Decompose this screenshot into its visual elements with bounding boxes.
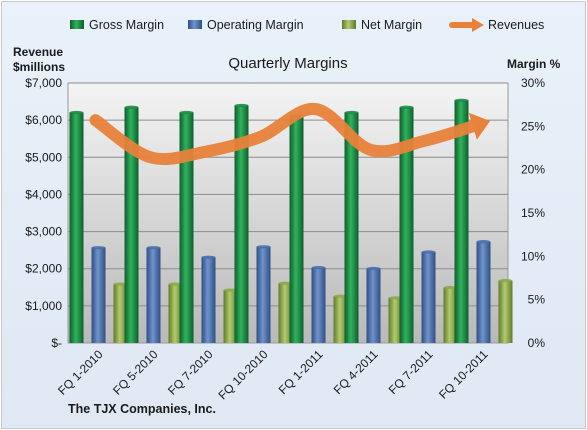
operating-margin-bar-cap [146,246,161,250]
net-margin-bar [443,287,458,343]
left-tick-label: $1,000 [25,299,62,313]
left-tick-label: $3,000 [25,225,62,239]
chart-title: Quarterly Margins [228,55,347,72]
operating-margin-bar-cap [311,266,326,270]
net-margin-bar-cap [168,282,183,286]
gross-margin-bar [289,115,304,343]
gross-margin-bar-cap [69,110,84,115]
revenue-line-group [89,102,491,166]
legend: Gross Margin Operating Margin Net Margin… [70,18,544,32]
operating-margin-bar-cap [476,240,491,244]
net-margin-bar [223,290,238,343]
net-margin-bar [168,284,183,343]
net-margin-bar [113,284,128,343]
net-margin-bar-cap [113,282,128,286]
left-tick-label: $4,000 [25,187,62,201]
right-tick-label: 10% [521,249,545,263]
gross-margin-bar [454,100,469,343]
operating-margin-bar [91,247,106,343]
operating-margin-bar-cap [366,266,381,271]
left-tick-label: $- [51,336,62,350]
x-axis-ticks: FQ 1-2010 FQ 5-2010 FQ 7-2010 FQ 10-2010 FQ … [55,347,491,402]
operating-margin-bar-cap [91,246,106,250]
gross-margin-bar-cap [454,98,469,102]
gross-margin-bar-cap [124,105,139,109]
gross-margin-bar [344,112,359,343]
x-tick-label: FQ 1-2010 [55,347,106,398]
x-tick-label: FQ 10-2010 [215,347,270,402]
gross-margin-bar [399,107,414,344]
gross-margin-bar-cap [234,103,249,108]
net-margin-bar [388,297,403,343]
left-axis-ticks: $- $1,000 $2,000 $3,000 $4,000 $5,000 $6,000 $7… [25,76,62,350]
left-axis-title-line1: Revenue [13,45,63,59]
right-axis-ticks: 0% 5% 10% 15% 20% 25% 30% [521,76,545,350]
operating-margin-bar-cap [201,255,216,259]
net-margin-bar-cap [278,281,293,285]
legend-label-revenues: Revenues [488,18,544,32]
net-margin-bar-cap [388,296,403,300]
x-tick-label: FQ 1-2011 [276,347,326,397]
operating-margin-bar [146,247,161,343]
operating-margin-bar [311,267,326,343]
revenue-arrowhead [468,112,491,140]
gross-margin-bar-cap [179,110,194,115]
right-tick-label: 25% [521,119,545,133]
x-tick-label: FQ 7-2011 [386,347,436,397]
left-tick-label: $2,000 [25,262,62,276]
operating-margin-bar [256,246,271,343]
legend-swatch-net-margin [342,20,356,29]
operating-margin-bar [476,241,491,343]
legend-label-net-margin: Net Margin [361,18,422,32]
net-margin-bar-cap [223,288,238,292]
x-tick-label: FQ 4-2011 [331,347,381,397]
net-margin-bar [278,283,293,343]
gross-margin-bar [234,105,249,344]
company-name: The TJX Companies, Inc. [68,402,216,416]
revenue-line [89,102,481,166]
legend-arrowhead-revenues [472,18,484,32]
net-margin-bar-cap [498,279,513,283]
left-tick-label: $7,000 [25,76,62,90]
net-margin-bar-cap [333,294,348,298]
right-axis-title: Margin % [507,57,561,71]
operating-margin-bar [421,252,436,343]
operating-margin-bar [201,257,216,343]
right-tick-label: 0% [528,336,546,350]
gross-margin-bar-cap [344,110,359,115]
right-tick-label: 15% [521,206,545,220]
gross-margin-bar [69,112,84,343]
net-margin-bar-cap [443,285,458,290]
legend-swatch-operating-margin [188,20,202,29]
right-tick-label: 20% [521,163,545,177]
legend-swatch-gross-margin [70,20,84,29]
x-tick-label: FQ 5-2010 [110,347,161,398]
net-margin-bar [498,280,513,343]
x-tick-label: FQ 7-2010 [165,347,216,398]
legend-label-operating-margin: Operating Margin [207,18,304,32]
left-axis-title-line2: $millions [13,60,65,74]
operating-margin-bar-cap [256,245,271,249]
operating-margin-bar [366,268,381,343]
bars [69,98,513,344]
left-tick-label: $5,000 [25,150,62,164]
x-tick-label: FQ 10-2011 [436,347,491,402]
right-tick-label: 30% [521,76,545,90]
gross-margin-bar [124,107,139,344]
net-margin-bar [333,296,348,343]
gross-margin-bar-cap [399,105,414,109]
right-tick-label: 5% [528,293,546,307]
legend-label-gross-margin: Gross Margin [89,18,164,32]
left-tick-label: $6,000 [25,113,62,127]
operating-margin-bar-cap [421,250,436,254]
gross-margin-bar [179,112,194,343]
